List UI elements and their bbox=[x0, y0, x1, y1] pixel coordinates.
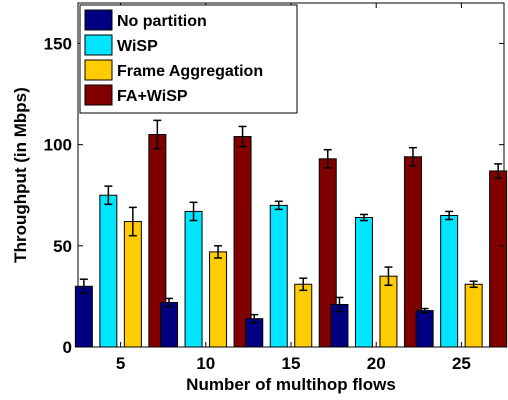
x-tick-label: 15 bbox=[282, 354, 301, 373]
bar bbox=[184, 210, 203, 348]
legend-swatch bbox=[84, 59, 113, 81]
x-axis-label: Number of multihop flows bbox=[186, 375, 396, 394]
legend-label: FA+WiSP bbox=[117, 88, 188, 105]
bar bbox=[354, 216, 373, 348]
legend-swatch bbox=[84, 9, 113, 31]
bar bbox=[489, 170, 508, 348]
bars-layer bbox=[74, 119, 508, 348]
bar bbox=[74, 285, 93, 348]
bar bbox=[269, 204, 288, 348]
x-tick-label: 25 bbox=[452, 354, 471, 373]
y-tick-label: 50 bbox=[53, 237, 72, 256]
bar bbox=[209, 251, 228, 348]
bar bbox=[440, 214, 459, 348]
legend-label: Frame Aggregation bbox=[117, 63, 263, 80]
legend: No partition WiSP Frame Aggregation FA+WiSP bbox=[79, 4, 298, 114]
y-tick-label: 150 bbox=[44, 34, 72, 53]
bar bbox=[415, 310, 434, 348]
x-tick-label: 20 bbox=[367, 354, 386, 373]
y-tick-label: 0 bbox=[63, 338, 72, 357]
bar bbox=[464, 283, 483, 348]
bar bbox=[233, 136, 252, 348]
x-tick-label: 5 bbox=[116, 354, 125, 373]
y-axis-label: Throughput (in Mbps) bbox=[11, 87, 30, 263]
legend-swatch bbox=[84, 84, 113, 106]
bar bbox=[123, 221, 142, 348]
bar bbox=[294, 283, 313, 348]
legend-swatch bbox=[84, 34, 113, 56]
bar bbox=[160, 301, 179, 348]
bar bbox=[379, 275, 398, 348]
legend-label: WiSP bbox=[117, 38, 158, 55]
x-tick-label: 10 bbox=[196, 354, 215, 373]
y-axis-ticks: 0 50 100 150 bbox=[44, 34, 504, 357]
bar bbox=[99, 194, 118, 348]
legend-label: No partition bbox=[117, 13, 207, 30]
legend-box bbox=[79, 4, 298, 114]
y-tick-label: 100 bbox=[44, 136, 72, 155]
x-axis-ticks: 5 10 15 20 25 bbox=[116, 3, 471, 373]
